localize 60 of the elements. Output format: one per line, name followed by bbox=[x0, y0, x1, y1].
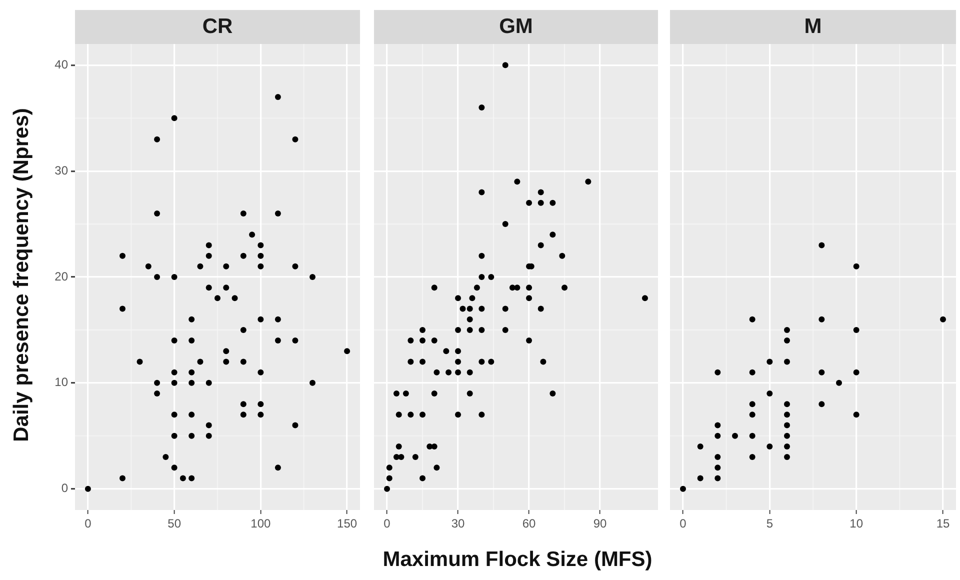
y-tick-label: 20 bbox=[54, 269, 68, 284]
point bbox=[784, 432, 790, 439]
point bbox=[784, 443, 790, 450]
point bbox=[749, 412, 756, 418]
point bbox=[784, 338, 790, 344]
y-axis-title: Daily presence frequency (Npres) bbox=[10, 108, 34, 442]
point bbox=[836, 380, 842, 386]
point bbox=[853, 326, 860, 333]
point bbox=[749, 454, 756, 460]
point bbox=[714, 432, 721, 439]
point bbox=[749, 401, 756, 408]
point bbox=[714, 369, 721, 376]
point bbox=[749, 316, 756, 322]
point bbox=[853, 369, 860, 376]
point bbox=[784, 326, 790, 333]
x-tick-label: 0 bbox=[680, 516, 687, 531]
y-tick-label: 10 bbox=[54, 375, 68, 390]
x-tick-label: 30 bbox=[451, 516, 466, 531]
y-tick-label: 0 bbox=[61, 481, 68, 496]
point bbox=[784, 358, 790, 365]
y-tick-label: 30 bbox=[54, 163, 68, 178]
x-tick-label: 50 bbox=[168, 516, 182, 531]
point bbox=[818, 316, 825, 322]
point bbox=[784, 401, 790, 408]
point bbox=[853, 263, 860, 270]
point bbox=[714, 454, 721, 460]
point bbox=[749, 432, 756, 439]
x-tick-label: 0 bbox=[84, 516, 92, 531]
point bbox=[818, 401, 825, 408]
point bbox=[714, 464, 721, 471]
point bbox=[766, 358, 773, 365]
point bbox=[940, 316, 946, 322]
x-tick-label: 90 bbox=[593, 516, 608, 531]
point bbox=[680, 486, 686, 492]
point bbox=[697, 443, 704, 450]
x-tick-label: 60 bbox=[522, 516, 536, 531]
x-tick-label: 5 bbox=[766, 516, 774, 531]
point bbox=[714, 422, 721, 428]
chart-title: CR bbox=[202, 14, 233, 38]
point bbox=[853, 412, 860, 418]
x-tick-label: 15 bbox=[936, 516, 950, 531]
point bbox=[749, 369, 756, 376]
x-axis-title: Maximum Flock Size (MFS) bbox=[382, 548, 654, 572]
point bbox=[784, 422, 790, 428]
x-tick-label: 150 bbox=[337, 516, 358, 531]
point bbox=[714, 475, 721, 482]
point bbox=[732, 432, 738, 439]
x-tick-label: 100 bbox=[250, 516, 272, 531]
point bbox=[818, 242, 825, 248]
point bbox=[784, 454, 790, 460]
point bbox=[766, 390, 773, 396]
x-tick-label: 10 bbox=[850, 516, 864, 531]
point bbox=[818, 369, 825, 376]
point bbox=[766, 443, 773, 450]
x-tick-label: 0 bbox=[384, 516, 391, 531]
chart-title: GM bbox=[499, 14, 533, 38]
point bbox=[784, 412, 790, 418]
y-tick-label: 40 bbox=[54, 57, 68, 72]
chart-title: M bbox=[804, 14, 822, 38]
point bbox=[697, 475, 704, 482]
